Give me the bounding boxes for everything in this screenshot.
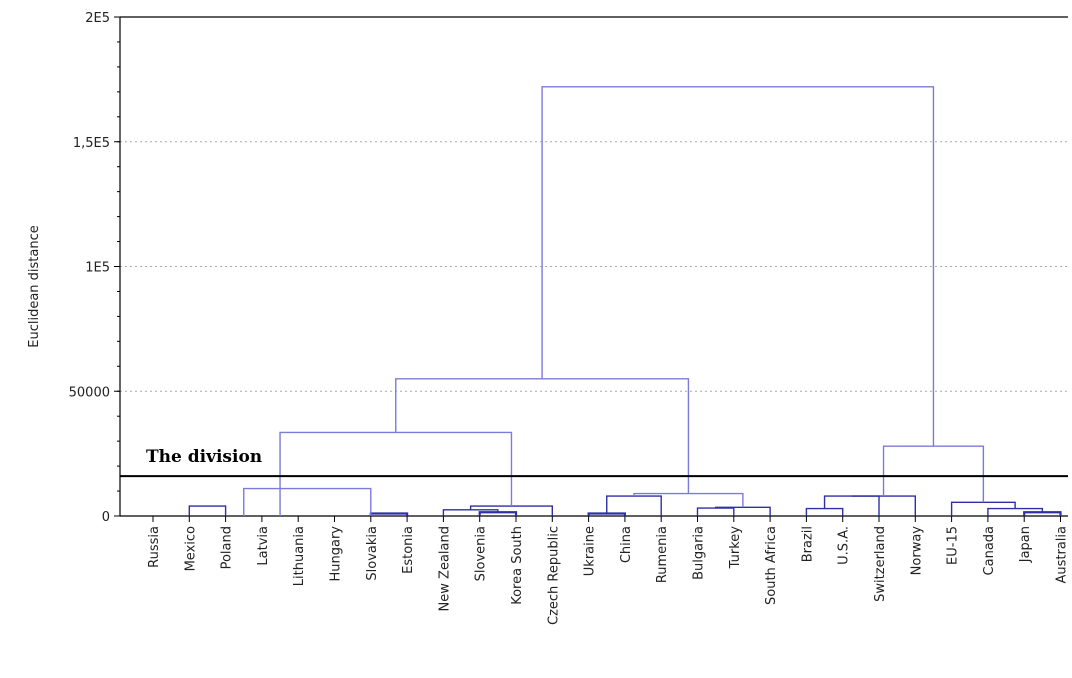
dendrogram-link	[188, 505, 227, 516]
y-axis-title: Euclidean distance	[27, 225, 42, 348]
leaf-label: Canada	[982, 526, 997, 575]
division-label: The division	[146, 447, 262, 467]
dendrogram-link	[882, 445, 985, 503]
y-tick-label: 1,5E5	[73, 136, 110, 151]
dendrogram-link	[469, 505, 553, 516]
y-tick-label: 50000	[69, 385, 110, 400]
leaf-label: Mexico	[183, 526, 198, 571]
leaf-label: Hungary	[329, 526, 344, 582]
leaf-label: Turkey	[728, 526, 743, 570]
y-tick-label: 0	[102, 510, 110, 525]
leaf-label: Switzerland	[873, 526, 888, 602]
dendrogram-link	[478, 511, 518, 516]
leaf-label: South Africa	[764, 526, 779, 605]
leaf-label: New Zealand	[437, 526, 452, 611]
leaf-label: EU-15	[946, 526, 961, 565]
leaf-label: Korea South	[510, 526, 525, 605]
leaf-label: Russia	[147, 526, 162, 568]
y-tick-labels: 0 50000 1E5 1,5E5 2E5	[69, 11, 110, 525]
leaf-label: Latvia	[256, 526, 271, 566]
dendrogram-link	[279, 431, 513, 516]
leaf-label: Czech Republic	[546, 526, 561, 625]
y-tick-label: 1E5	[85, 261, 110, 276]
dendrogram-links	[188, 86, 1062, 516]
grid-lines	[120, 141, 1068, 392]
dendrogram-link	[541, 86, 935, 447]
dendrogram-link	[823, 495, 880, 516]
division-annotation: The division	[120, 447, 1068, 478]
leaf-label: Norway	[909, 526, 924, 576]
leaf-labels: Russia Mexico Poland Latvia Lithuania Hungary…	[147, 526, 1070, 625]
dendrogram-link	[851, 495, 916, 516]
leaf-label: Slovenia	[474, 526, 489, 581]
leaf-label: China	[619, 526, 634, 563]
dendrogram-link	[243, 487, 372, 516]
leaf-label: Estonia	[401, 526, 416, 574]
dendrogram-link	[805, 507, 844, 516]
dendrogram-link	[1023, 511, 1062, 516]
leaf-label: Brazil	[800, 526, 815, 562]
leaf-label: Bulgaria	[692, 526, 707, 580]
dendrogram-link	[696, 507, 735, 516]
leaf-label: Slovakia	[365, 526, 380, 581]
y-tick-label: 2E5	[85, 11, 110, 26]
axes	[114, 16, 1068, 522]
leaf-label: Lithuania	[292, 526, 307, 586]
leaf-label: Australia	[1055, 526, 1070, 584]
dendrogram-link	[442, 509, 499, 516]
leaf-label: Rumenia	[655, 526, 670, 583]
leaf-label: U.S.A.	[837, 526, 852, 565]
leaf-label: Poland	[220, 526, 235, 569]
leaf-label: Ukraine	[583, 526, 598, 576]
leaf-label: Japan	[1018, 526, 1033, 563]
